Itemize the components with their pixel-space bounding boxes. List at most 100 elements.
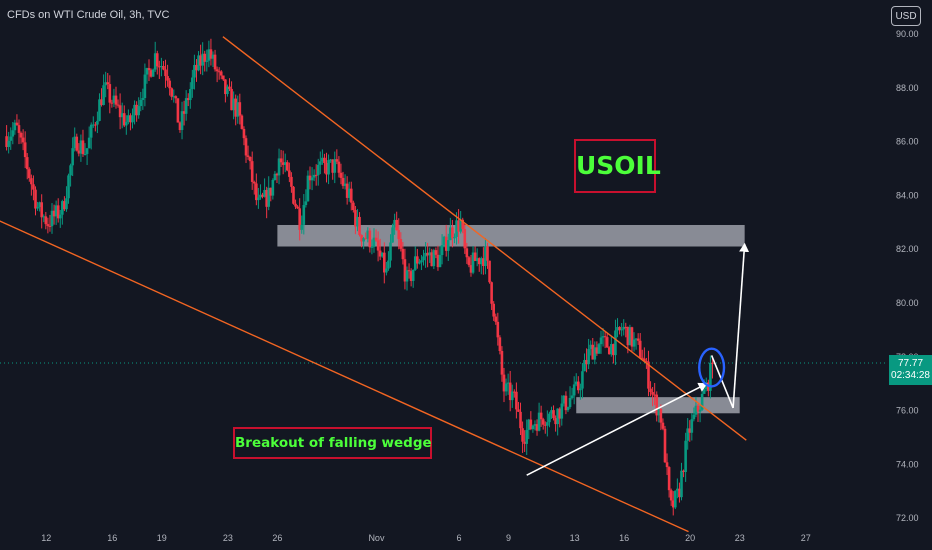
candle-body bbox=[172, 96, 176, 98]
candle-body bbox=[556, 408, 559, 425]
currency-button[interactable]: USD bbox=[891, 6, 921, 26]
candle-body bbox=[628, 327, 632, 346]
candle-body bbox=[246, 155, 250, 157]
candle-body bbox=[325, 162, 328, 175]
candle-body bbox=[541, 419, 545, 425]
candle-body bbox=[139, 99, 143, 107]
candle-body bbox=[548, 413, 551, 423]
candle-body bbox=[533, 424, 537, 426]
candle-body bbox=[147, 68, 151, 71]
candle-body bbox=[207, 49, 211, 61]
candle-body bbox=[459, 219, 462, 232]
candle-body bbox=[151, 69, 155, 77]
candle-body bbox=[114, 95, 118, 105]
candle-body bbox=[352, 202, 355, 211]
candle-body bbox=[527, 419, 531, 430]
x-tick-label: Nov bbox=[368, 533, 385, 543]
candle-body bbox=[104, 82, 107, 86]
candle-body bbox=[389, 242, 392, 261]
candle-body bbox=[321, 157, 324, 162]
support-resistance-zone-1 bbox=[277, 224, 745, 247]
candle-body bbox=[680, 470, 683, 498]
candle-body bbox=[188, 89, 192, 101]
y-tick-label: 76.00 bbox=[896, 406, 919, 416]
candle-body bbox=[285, 162, 289, 171]
y-tick-label: 90.00 bbox=[896, 29, 919, 39]
candle-body bbox=[438, 255, 442, 268]
candle-body bbox=[515, 391, 518, 410]
candle-body bbox=[529, 419, 533, 430]
candle-body bbox=[149, 70, 153, 77]
candle-body bbox=[215, 69, 219, 72]
candle-body bbox=[696, 405, 700, 412]
x-tick-label: 23 bbox=[223, 533, 233, 543]
candle-body bbox=[475, 258, 479, 261]
candle-body bbox=[496, 321, 500, 338]
candle-body bbox=[535, 424, 539, 431]
candle-body bbox=[255, 183, 258, 201]
candle-body bbox=[426, 252, 429, 256]
candle-body bbox=[133, 104, 136, 116]
candle-body bbox=[393, 219, 396, 228]
candle-body bbox=[521, 428, 524, 442]
candle-body bbox=[424, 252, 427, 257]
candle-body bbox=[430, 252, 434, 267]
candle-body bbox=[5, 136, 8, 147]
candle-body bbox=[589, 344, 592, 350]
candle-body bbox=[19, 132, 23, 138]
candle-body bbox=[385, 268, 388, 273]
candle-body bbox=[162, 66, 165, 70]
candle-body bbox=[195, 64, 198, 71]
candle-body bbox=[331, 159, 335, 173]
candle-body bbox=[46, 224, 50, 226]
candle-body bbox=[698, 409, 702, 412]
candle-body bbox=[224, 79, 227, 95]
x-tick-label: 26 bbox=[272, 533, 282, 543]
candle-body bbox=[581, 371, 584, 389]
symbol-title[interactable]: CFDs on WTI Crude Oil, 3h, TVC bbox=[7, 9, 170, 21]
y-tick-label: 72.00 bbox=[896, 513, 919, 523]
x-tick-label: 20 bbox=[685, 533, 695, 543]
candle-body bbox=[226, 86, 229, 95]
candle-body bbox=[228, 86, 231, 89]
candle-body bbox=[34, 189, 37, 209]
candle-body bbox=[356, 216, 359, 227]
candle-body bbox=[327, 160, 330, 175]
candle-body bbox=[81, 140, 85, 155]
candle-body bbox=[339, 172, 343, 178]
candle-body bbox=[564, 395, 568, 411]
candle-body bbox=[597, 344, 601, 354]
y-tick-label: 84.00 bbox=[896, 190, 919, 200]
candle-body bbox=[302, 205, 306, 225]
candle-body bbox=[449, 227, 452, 241]
y-tick-label: 80.00 bbox=[896, 298, 919, 308]
highlight-circle bbox=[698, 347, 726, 388]
candle-body bbox=[558, 408, 562, 419]
candle-body bbox=[242, 128, 246, 139]
candle-body bbox=[418, 262, 421, 264]
candle-body bbox=[676, 488, 679, 491]
candle-body bbox=[127, 115, 130, 122]
candle-body bbox=[38, 202, 41, 208]
candle-body bbox=[125, 121, 128, 126]
candle-body bbox=[23, 142, 27, 158]
candle-body bbox=[312, 174, 316, 178]
candle-body bbox=[240, 115, 244, 129]
candle-body bbox=[354, 210, 357, 227]
candle-body bbox=[250, 161, 254, 182]
candle-body bbox=[7, 140, 10, 147]
candle-body bbox=[131, 115, 134, 123]
candle-body bbox=[288, 170, 291, 177]
candle-body bbox=[463, 229, 467, 249]
candle-body bbox=[486, 246, 489, 261]
candle-body bbox=[306, 175, 310, 202]
candle-body bbox=[118, 105, 122, 118]
candle-body bbox=[30, 178, 33, 185]
candle-body bbox=[275, 173, 279, 176]
candle-body bbox=[94, 124, 97, 126]
candle-body bbox=[506, 382, 510, 384]
candle-body bbox=[616, 327, 619, 331]
candle-body bbox=[428, 252, 432, 256]
candle-body bbox=[599, 337, 603, 345]
